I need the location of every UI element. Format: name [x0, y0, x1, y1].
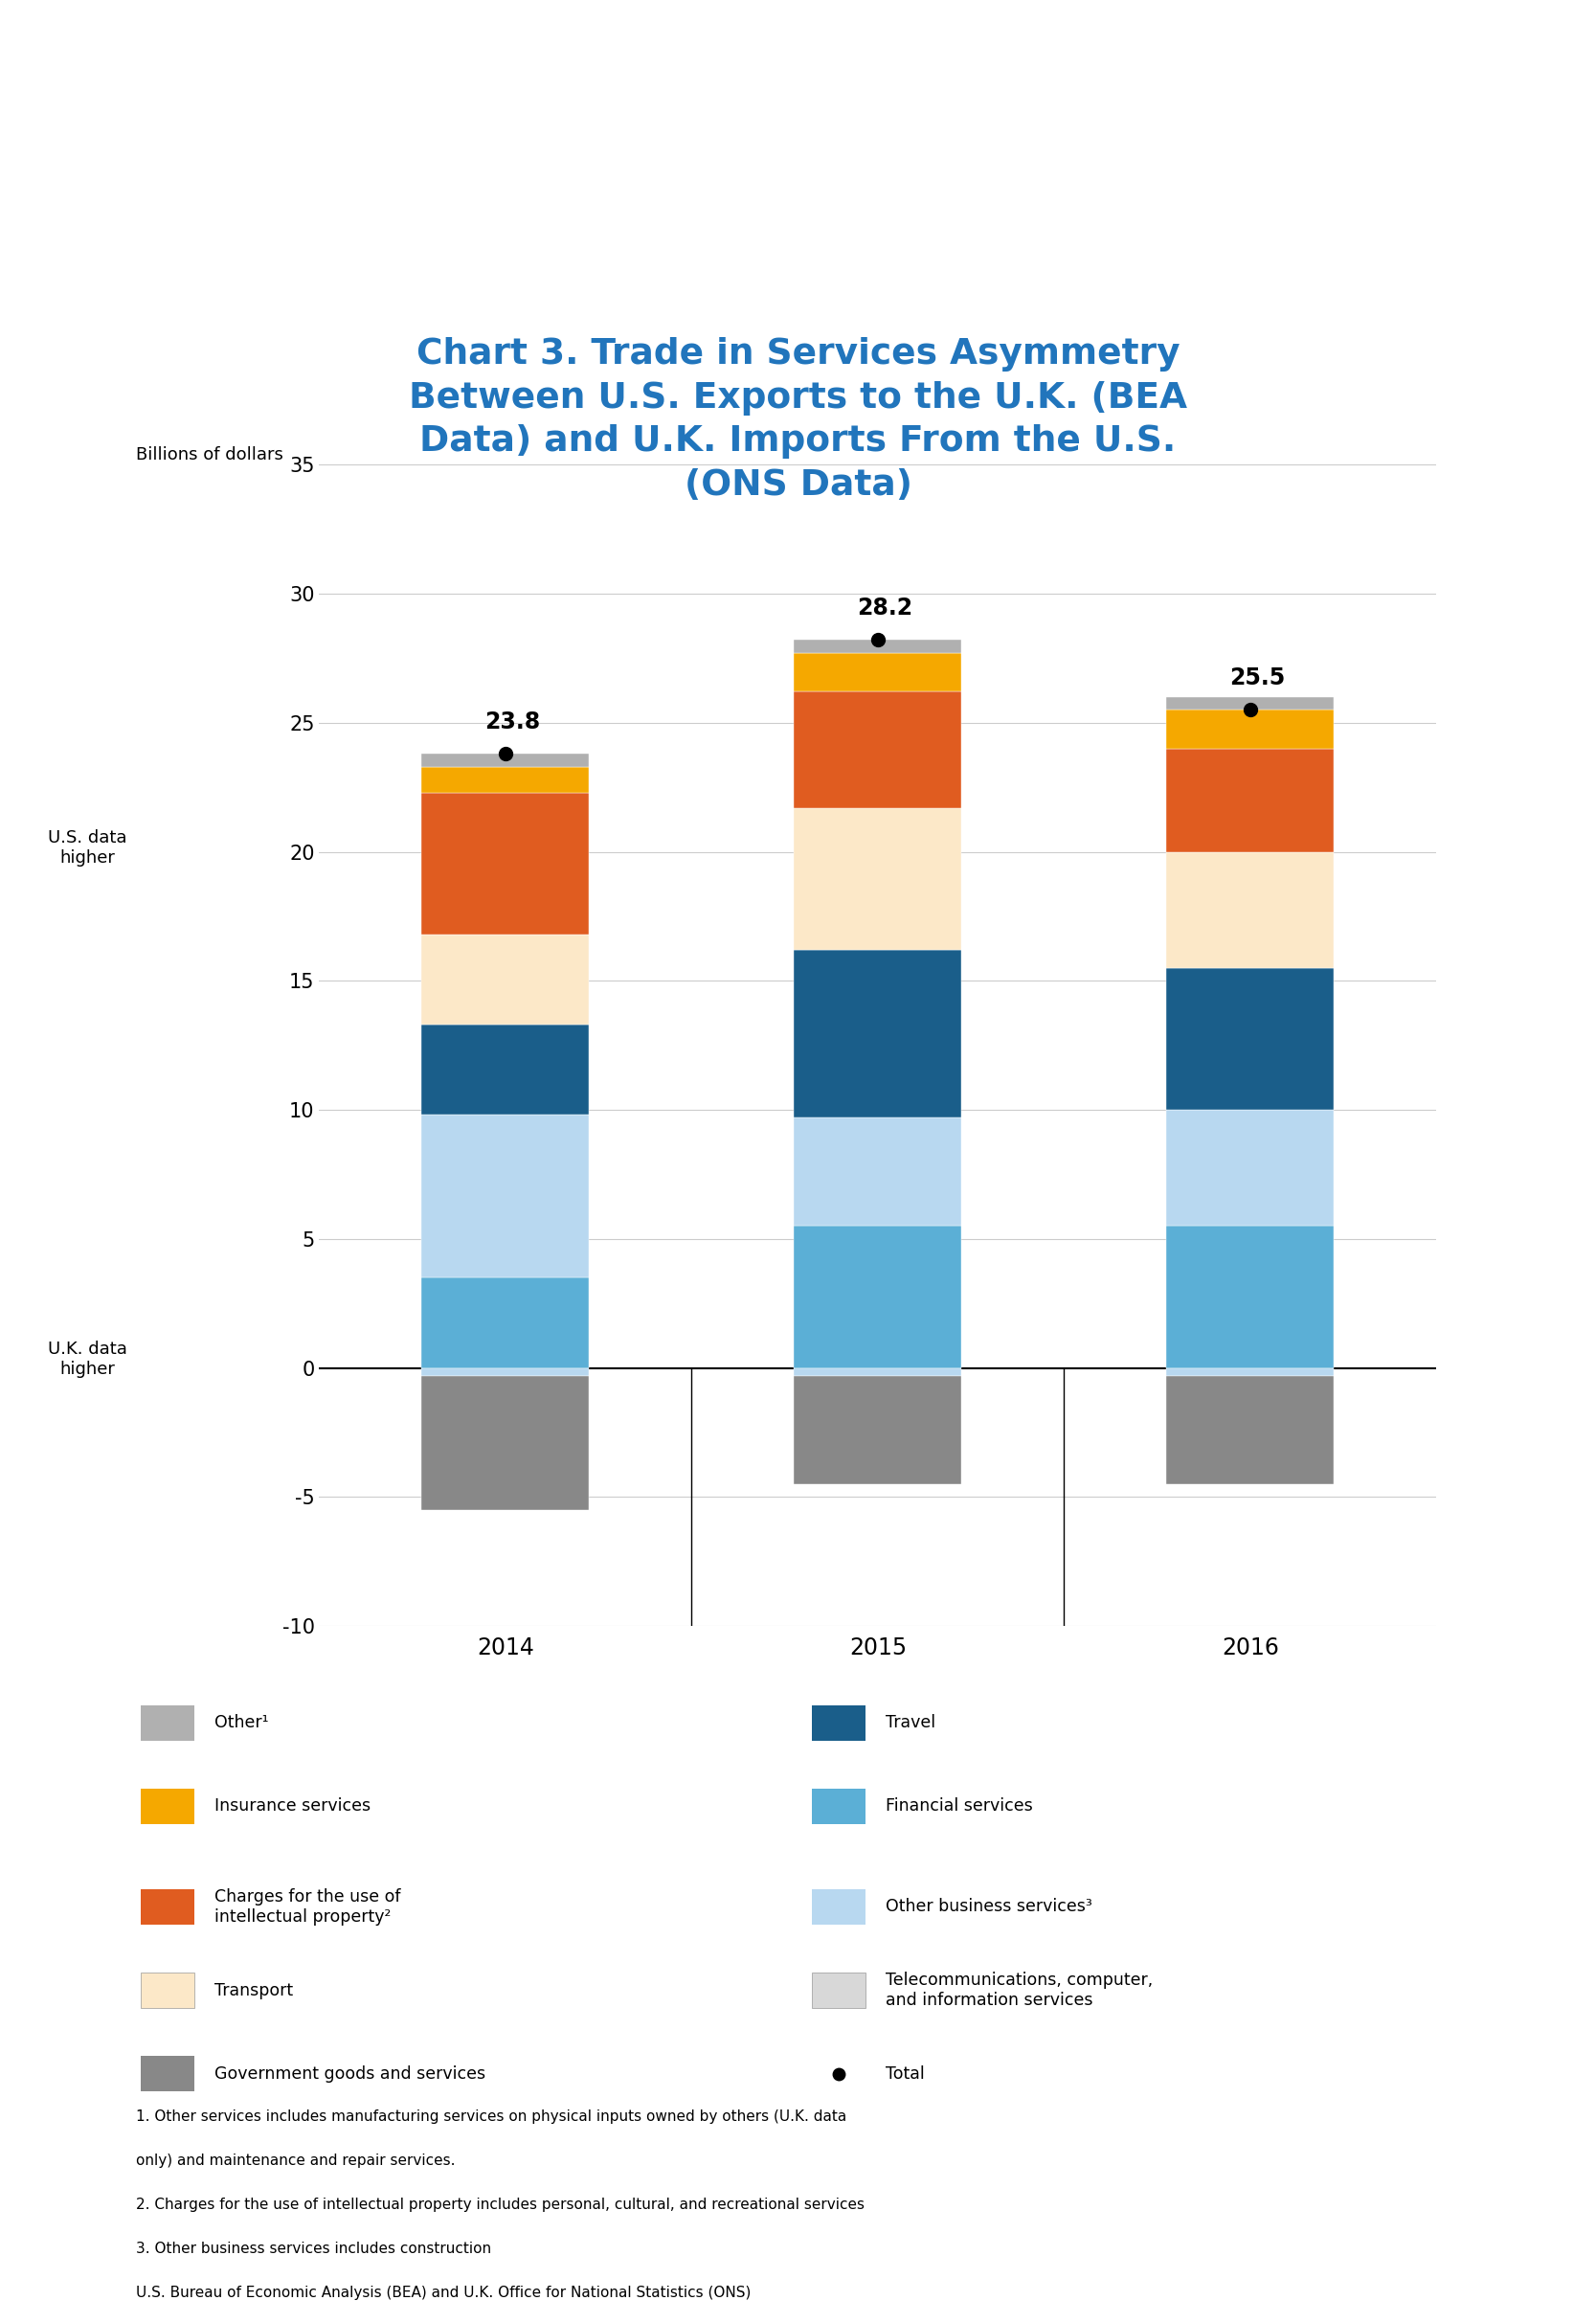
Bar: [793, 1227, 961, 1368]
Text: 28.2: 28.2: [857, 597, 913, 620]
Bar: [421, 753, 589, 767]
Text: U.K. data
higher: U.K. data higher: [48, 1340, 128, 1378]
Text: Billions of dollars: Billions of dollars: [136, 446, 282, 462]
Text: Telecommunications, computer,
and information services: Telecommunications, computer, and inform…: [886, 1972, 1152, 2009]
Text: Total: Total: [886, 2065, 924, 2084]
Bar: [421, 792, 589, 934]
Text: Other business services³: Other business services³: [886, 1898, 1092, 1916]
Text: Government goods and services: Government goods and services: [215, 2065, 485, 2084]
Bar: [1167, 1368, 1334, 1375]
FancyBboxPatch shape: [140, 1705, 195, 1740]
Text: 1. Other services includes manufacturing services on physical inputs owned by ot: 1. Other services includes manufacturing…: [136, 2109, 846, 2123]
Bar: [793, 653, 961, 692]
Bar: [1167, 1227, 1334, 1368]
Bar: [793, 950, 961, 1117]
Text: 23.8: 23.8: [485, 711, 541, 734]
FancyBboxPatch shape: [811, 1972, 865, 2007]
Text: Charges for the use of
intellectual property²: Charges for the use of intellectual prop…: [215, 1889, 401, 1926]
Text: Insurance services: Insurance services: [215, 1798, 370, 1814]
Bar: [421, 934, 589, 1024]
Text: Travel: Travel: [886, 1714, 935, 1731]
FancyBboxPatch shape: [811, 1705, 865, 1740]
FancyBboxPatch shape: [811, 1789, 865, 1824]
Bar: [793, 808, 961, 950]
Bar: [1167, 1375, 1334, 1484]
Text: U.S. Bureau of Economic Analysis (BEA) and U.K. Office for National Statistics (: U.S. Bureau of Economic Analysis (BEA) a…: [136, 2286, 750, 2300]
FancyBboxPatch shape: [140, 2056, 195, 2091]
Bar: [421, 1368, 589, 1375]
Text: Chart 3. Trade in Services Asymmetry
Between U.S. Exports to the U.K. (BEA
Data): Chart 3. Trade in Services Asymmetry Bet…: [409, 337, 1187, 502]
Bar: [421, 1278, 589, 1368]
Bar: [1167, 748, 1334, 853]
Text: 25.5: 25.5: [1231, 667, 1285, 690]
FancyBboxPatch shape: [811, 1889, 865, 1923]
Bar: [1167, 853, 1334, 969]
Bar: [1167, 697, 1334, 711]
Bar: [793, 1368, 961, 1375]
Bar: [421, 1024, 589, 1115]
Bar: [421, 767, 589, 792]
Text: only) and maintenance and repair services.: only) and maintenance and repair service…: [136, 2153, 455, 2167]
Text: 3. Other business services includes construction: 3. Other business services includes cons…: [136, 2242, 492, 2256]
Bar: [793, 641, 961, 653]
Text: 2. Charges for the use of intellectual property includes personal, cultural, and: 2. Charges for the use of intellectual p…: [136, 2198, 865, 2211]
Bar: [421, 1375, 589, 1510]
FancyBboxPatch shape: [140, 1789, 195, 1824]
Bar: [793, 692, 961, 808]
Bar: [1167, 711, 1334, 748]
Text: U.S. data
higher: U.S. data higher: [48, 829, 128, 866]
FancyBboxPatch shape: [140, 1889, 195, 1923]
Bar: [793, 1375, 961, 1484]
Bar: [1167, 969, 1334, 1110]
Bar: [421, 1115, 589, 1278]
Bar: [793, 1117, 961, 1227]
FancyBboxPatch shape: [140, 1972, 195, 2007]
Text: Other¹: Other¹: [215, 1714, 270, 1731]
Text: Financial services: Financial services: [886, 1798, 1033, 1814]
Text: Transport: Transport: [215, 1982, 294, 2000]
Bar: [1167, 1110, 1334, 1227]
